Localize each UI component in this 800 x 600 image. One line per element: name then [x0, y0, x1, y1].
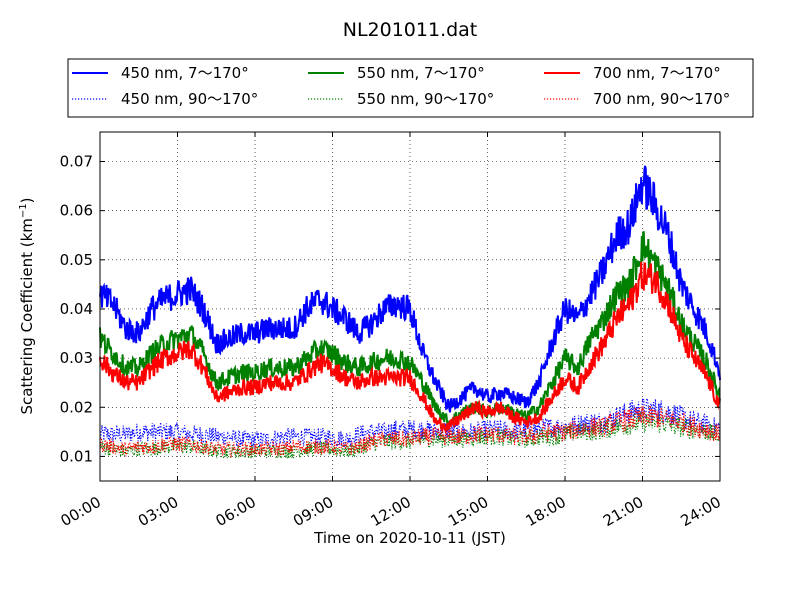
x-axis-label: Time on 2020-10-11 (JST) [313, 529, 506, 547]
y-tick-label: 0.07 [60, 152, 93, 170]
y-tick-label: 0.02 [60, 398, 93, 416]
legend-label: 700 nm, 7～170° [593, 64, 721, 82]
y-axis-label-main: Scattering Coefficient (km [18, 218, 36, 414]
y-tick-label: 0.05 [60, 251, 93, 269]
series-line [99, 261, 721, 434]
y-axis-label-end: ) [18, 197, 36, 203]
y-tick-label: 0.06 [60, 202, 93, 220]
legend-label: 450 nm, 90～170° [121, 90, 258, 108]
y-tick-label: 0.03 [60, 349, 93, 367]
y-axis-label-superscript: −1 [18, 203, 29, 218]
legend: 450 nm, 7～170° 550 nm, 7～170° 700 nm, 7～17… [67, 58, 754, 118]
y-tick-label: 0.01 [60, 447, 93, 465]
y-axis-label: Scattering Coefficient (km−1) [18, 197, 36, 414]
legend-label: 550 nm, 90～170° [357, 90, 494, 108]
chart-title: NL201011.dat [343, 19, 478, 41]
grid-lines [100, 132, 720, 481]
y-tick-label: 0.04 [60, 300, 93, 318]
series-layer [99, 165, 721, 459]
legend-label: 450 nm, 7～170° [121, 64, 249, 82]
series-line [99, 165, 721, 413]
legend-label: 700 nm, 90～170° [593, 90, 730, 108]
legend-frame [67, 58, 754, 118]
series-line [99, 398, 721, 448]
legend-label: 550 nm, 7～170° [357, 64, 485, 82]
